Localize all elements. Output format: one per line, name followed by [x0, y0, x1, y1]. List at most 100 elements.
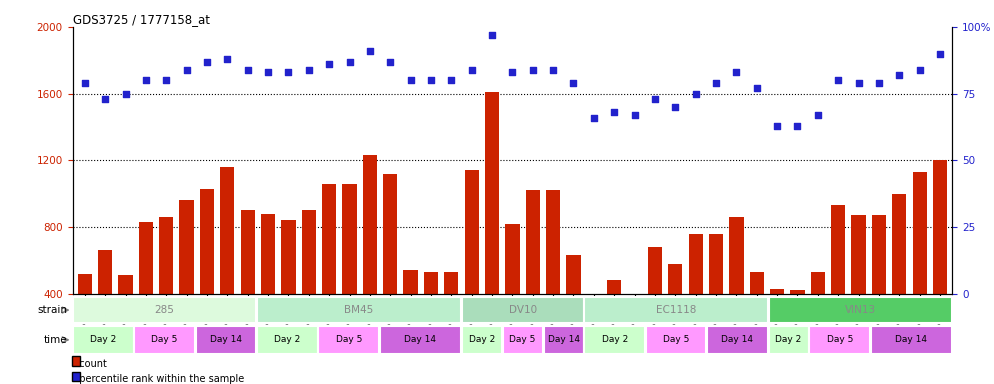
Text: Day 14: Day 14	[722, 335, 753, 344]
Point	[117, 91, 133, 97]
Point	[871, 80, 887, 86]
Bar	[423, 272, 438, 361]
Point	[545, 66, 561, 73]
Point	[647, 96, 663, 102]
Text: time: time	[44, 335, 68, 345]
Point	[626, 112, 642, 118]
Bar	[709, 234, 724, 361]
Bar	[318, 326, 379, 354]
Bar	[586, 302, 601, 361]
Bar	[260, 214, 275, 361]
Bar	[134, 326, 195, 354]
Point	[729, 69, 745, 75]
Point	[688, 91, 704, 97]
Text: count: count	[73, 359, 106, 369]
Point	[403, 77, 418, 83]
Text: VIN13: VIN13	[845, 305, 876, 315]
Text: strain: strain	[38, 305, 68, 315]
Point	[220, 56, 236, 62]
Bar	[180, 200, 194, 361]
Point	[199, 58, 215, 65]
Point	[443, 77, 459, 83]
Bar	[689, 234, 703, 361]
Text: Day 14: Day 14	[896, 335, 927, 344]
Bar	[544, 326, 583, 354]
Bar	[73, 297, 256, 323]
Bar	[257, 297, 461, 323]
Text: Day 5: Day 5	[151, 335, 178, 344]
Bar	[607, 280, 621, 361]
Bar	[749, 272, 764, 361]
Bar	[73, 326, 133, 354]
Text: Day 2: Day 2	[775, 335, 802, 344]
Point	[566, 80, 581, 86]
Bar	[221, 167, 235, 361]
Bar	[809, 326, 870, 354]
Bar	[790, 290, 804, 361]
Text: DV10: DV10	[509, 305, 537, 315]
Point	[789, 122, 805, 129]
Bar	[668, 264, 683, 361]
Bar	[730, 217, 744, 361]
Bar	[342, 184, 357, 361]
Bar	[444, 272, 458, 361]
Point	[158, 77, 174, 83]
Point	[585, 114, 601, 121]
Point	[423, 77, 439, 83]
Point	[240, 66, 255, 73]
Point	[606, 109, 622, 115]
Bar	[383, 174, 398, 361]
Text: Day 5: Day 5	[510, 335, 536, 344]
Point	[260, 69, 276, 75]
Text: Day 2: Day 2	[90, 335, 116, 344]
Bar	[584, 297, 767, 323]
Text: Day 2: Day 2	[468, 335, 495, 344]
Text: percentile rank within the sample: percentile rank within the sample	[73, 374, 244, 384]
Text: Day 5: Day 5	[663, 335, 689, 344]
Bar	[257, 326, 318, 354]
Bar	[485, 92, 499, 361]
Text: Day 14: Day 14	[405, 335, 436, 344]
Bar	[461, 326, 502, 354]
Bar	[159, 217, 173, 361]
Point	[484, 32, 500, 38]
Bar	[241, 210, 254, 361]
Point	[810, 112, 826, 118]
Bar	[380, 326, 461, 354]
Bar	[768, 326, 809, 354]
Text: GDS3725 / 1777158_at: GDS3725 / 1777158_at	[73, 13, 210, 26]
Bar	[627, 299, 642, 361]
Bar	[852, 215, 866, 361]
Text: Day 14: Day 14	[210, 335, 242, 344]
Point	[851, 80, 867, 86]
Bar	[461, 297, 583, 323]
Text: EC1118: EC1118	[656, 305, 696, 315]
Bar	[505, 224, 520, 361]
Bar	[404, 270, 417, 361]
Bar	[770, 289, 784, 361]
Bar	[933, 161, 947, 361]
Bar	[872, 215, 886, 361]
Bar	[301, 210, 316, 361]
Point	[362, 48, 378, 54]
Point	[525, 66, 541, 73]
Point	[769, 122, 785, 129]
Text: 285: 285	[155, 305, 175, 315]
Bar	[831, 205, 845, 361]
Bar	[200, 189, 214, 361]
Point	[932, 50, 948, 56]
Text: Day 2: Day 2	[601, 335, 628, 344]
Point	[301, 66, 317, 73]
Bar	[281, 220, 295, 361]
Bar	[196, 326, 256, 354]
Point	[179, 66, 195, 73]
Bar	[118, 275, 132, 361]
Point	[911, 66, 927, 73]
Point	[505, 69, 521, 75]
Point	[138, 77, 154, 83]
Bar	[139, 222, 153, 361]
Bar	[503, 326, 543, 354]
Text: Day 5: Day 5	[827, 335, 853, 344]
Text: BM45: BM45	[344, 305, 374, 315]
Bar	[893, 194, 907, 361]
